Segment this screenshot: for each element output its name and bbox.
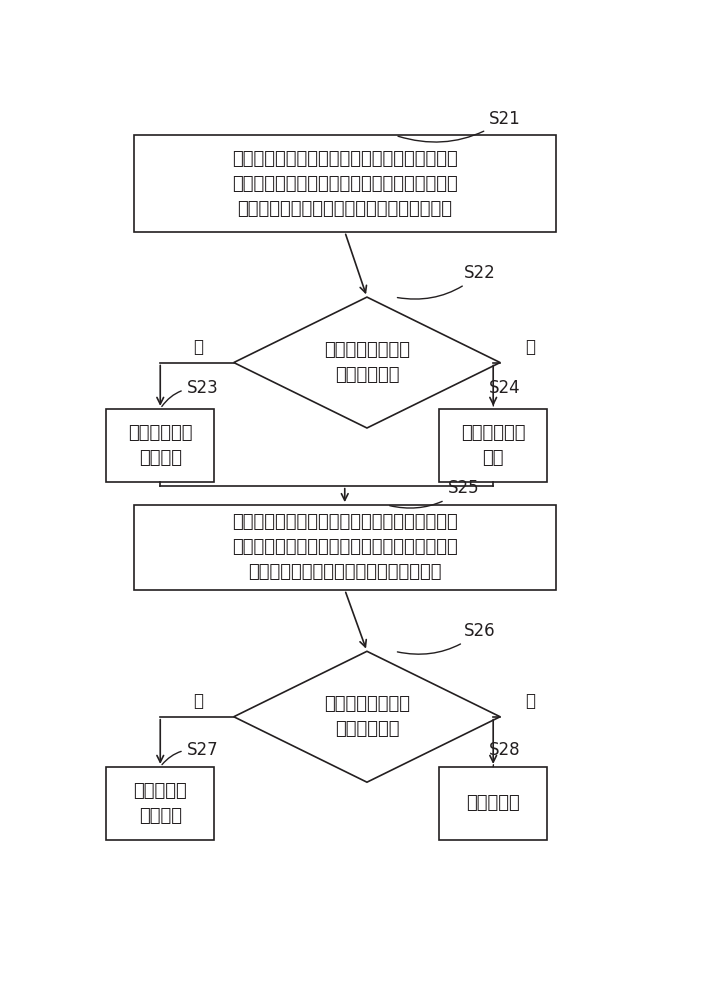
- Text: 第一比例是否小于
第一预设比例: 第一比例是否小于 第一预设比例: [324, 341, 410, 384]
- Text: S22: S22: [397, 264, 495, 299]
- Text: S26: S26: [397, 622, 495, 654]
- Text: 确定满足第二中灰像素点判断条件的像素点为所
述中灰像素点，并计算所述中灰像素点的个数占
所述待处理图像中像素点总数的第二比例: 确定满足第二中灰像素点判断条件的像素点为所 述中灰像素点，并计算所述中灰像素点的…: [232, 513, 458, 581]
- Text: 是: 是: [193, 338, 203, 356]
- Text: S24: S24: [489, 379, 521, 406]
- Text: S28: S28: [489, 741, 521, 767]
- Text: 否: 否: [526, 338, 536, 356]
- Bar: [134, 505, 556, 590]
- Text: 计算增益值: 计算增益值: [466, 794, 520, 812]
- Text: 第二比例是否小于
第二预设比例: 第二比例是否小于 第二预设比例: [324, 695, 410, 738]
- Text: 确定满足第一中灰像素点判断条件的像素点为第
一目标像素点，并计算所述第一目标像素点的个
数占所述待处理图像中像素点总数的第一比例: 确定满足第一中灰像素点判断条件的像素点为第 一目标像素点，并计算所述第一目标像素…: [232, 150, 458, 218]
- Text: 是: 是: [193, 692, 203, 710]
- Text: S27: S27: [162, 741, 218, 765]
- Text: 保持第二判断
参数不变: 保持第二判断 参数不变: [128, 424, 193, 467]
- Text: S23: S23: [162, 379, 218, 406]
- Bar: [134, 135, 556, 232]
- Text: 否: 否: [526, 692, 536, 710]
- Bar: [439, 409, 547, 482]
- Text: S21: S21: [398, 110, 521, 142]
- Text: 确定增益值
保持不变: 确定增益值 保持不变: [133, 782, 187, 825]
- Text: S25: S25: [390, 479, 479, 508]
- Bar: [106, 409, 214, 482]
- Polygon shape: [233, 297, 500, 428]
- Bar: [439, 767, 547, 840]
- Bar: [106, 767, 214, 840]
- Polygon shape: [233, 651, 500, 782]
- Text: 更新第二判断
参数: 更新第二判断 参数: [461, 424, 526, 467]
